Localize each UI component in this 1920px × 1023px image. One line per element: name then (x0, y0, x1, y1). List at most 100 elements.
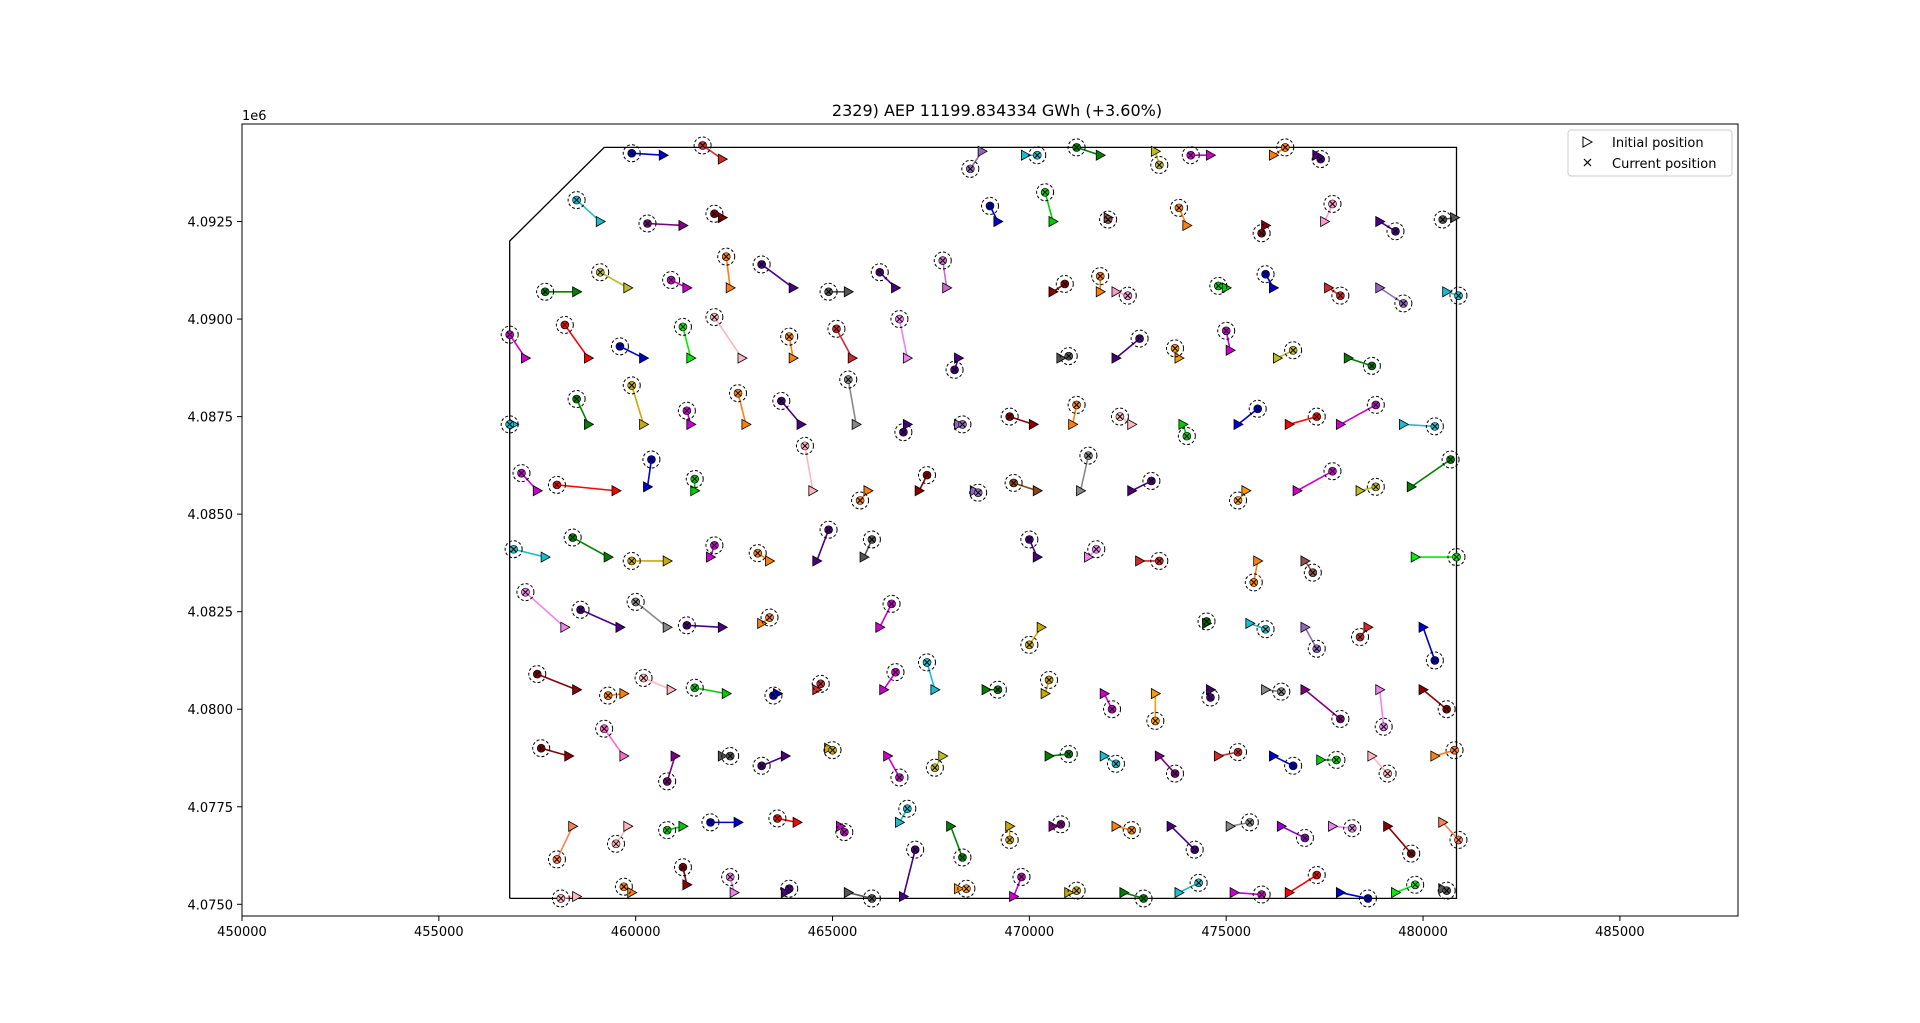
turbine-radius-circle (1169, 198, 1188, 217)
initial-position-marker (1233, 418, 1244, 431)
turbine (504, 540, 551, 563)
turbine (898, 840, 925, 903)
initial-position-marker (875, 621, 886, 633)
turbine-radius-circle (1099, 210, 1118, 229)
turbine (1067, 138, 1107, 161)
turbine (685, 470, 704, 497)
turbine (607, 820, 634, 853)
turbine (677, 616, 729, 635)
current-position-marker (1439, 216, 1447, 223)
turbine (1367, 750, 1397, 783)
turbine (1328, 819, 1362, 838)
turbine-radius-circle (547, 475, 566, 494)
initial-position-marker (1036, 621, 1048, 633)
current-position-marker (1234, 497, 1242, 504)
current-position-marker (518, 469, 525, 477)
current-position-marker (557, 895, 565, 902)
turbine (1244, 555, 1264, 592)
current-position-marker (1116, 413, 1124, 420)
axes-frame (241, 123, 1739, 917)
current-position-marker (1262, 625, 1269, 633)
current-position-marker (1348, 824, 1356, 832)
y-tick-label: 4.0925 (188, 216, 234, 231)
turbine (1300, 684, 1350, 728)
current-position-marker (766, 614, 773, 621)
current-position-marker (903, 805, 911, 813)
turbine (685, 678, 733, 700)
turbine (673, 858, 693, 891)
turbine (1099, 687, 1122, 719)
turbine-movement-line (1288, 874, 1318, 894)
turbine-movement-line (694, 686, 727, 695)
current-position-marker (569, 534, 577, 541)
current-position-marker (856, 497, 864, 504)
initial-position-marker (1028, 418, 1040, 431)
initial-position-marker (572, 890, 583, 903)
turbine-radius-circle (567, 191, 586, 210)
initial-position-marker (670, 750, 681, 762)
initial-position-marker (993, 215, 1004, 228)
turbine (717, 247, 736, 294)
turbine (677, 401, 697, 431)
turbine (883, 750, 909, 787)
turbine-movement-line (1079, 455, 1090, 491)
turbine-radius-circle (685, 678, 704, 697)
turbine-movement-line (564, 324, 590, 359)
initial-position-marker (1127, 485, 1138, 497)
turbine-radius-circle (721, 747, 740, 766)
current-position-marker (541, 288, 549, 296)
initial-position-marker (1174, 886, 1185, 899)
turbine-radius-circle (1185, 840, 1204, 859)
turbine (1084, 540, 1106, 563)
current-position-marker (1329, 467, 1336, 475)
initial-position-marker (1111, 286, 1122, 298)
turbine (662, 271, 693, 294)
initial-position-marker (902, 418, 914, 431)
current-position-marker (931, 764, 939, 772)
turbine (626, 592, 674, 633)
current-position-marker (1026, 641, 1033, 649)
current-position-marker (616, 343, 624, 350)
turbine-radius-circle (1118, 286, 1137, 305)
turbine-radius-circle (1028, 146, 1047, 165)
turbine-movement-line (1304, 689, 1341, 720)
turbine-radius-circle (591, 263, 610, 282)
initial-position-marker (690, 485, 701, 497)
current-position-marker (896, 774, 903, 781)
turbine-radius-circle (1248, 399, 1267, 418)
turbine (890, 310, 914, 364)
current-position-marker (770, 692, 777, 699)
turbine (981, 196, 1004, 228)
turbine-radius-circle (1122, 821, 1141, 840)
turbine (1335, 886, 1377, 908)
turbine-radius-circle (886, 663, 905, 682)
current-position-marker (648, 456, 655, 463)
current-position-marker (734, 389, 742, 397)
current-position-marker (1033, 151, 1041, 159)
turbine-radius-circle (1150, 155, 1169, 174)
current-position-marker (777, 397, 785, 405)
x-tick-label: 470000 (1005, 925, 1055, 940)
turbine-radius-circle (827, 319, 846, 338)
turbine-movement-line (1170, 825, 1196, 851)
initial-position-marker (1225, 820, 1236, 832)
turbine (757, 608, 779, 630)
initial-position-marker (1276, 820, 1288, 832)
initial-position-marker (863, 485, 874, 497)
turbine (925, 750, 949, 777)
current-position-marker (506, 421, 514, 428)
turbine (705, 204, 729, 224)
initial-position-marker (603, 551, 614, 563)
turbine-radius-circle (626, 592, 645, 611)
current-position-marker (1337, 292, 1344, 300)
turbine-radius-circle (969, 483, 988, 502)
current-position-marker (1380, 723, 1388, 731)
turbine (1233, 399, 1267, 431)
current-position-marker (1289, 762, 1297, 770)
initial-position-marker (902, 352, 914, 364)
turbine (795, 436, 819, 497)
current-position-marker (1356, 633, 1364, 641)
turbine-radius-circle (551, 889, 570, 908)
turbine (969, 483, 988, 502)
turbine (1000, 407, 1040, 431)
